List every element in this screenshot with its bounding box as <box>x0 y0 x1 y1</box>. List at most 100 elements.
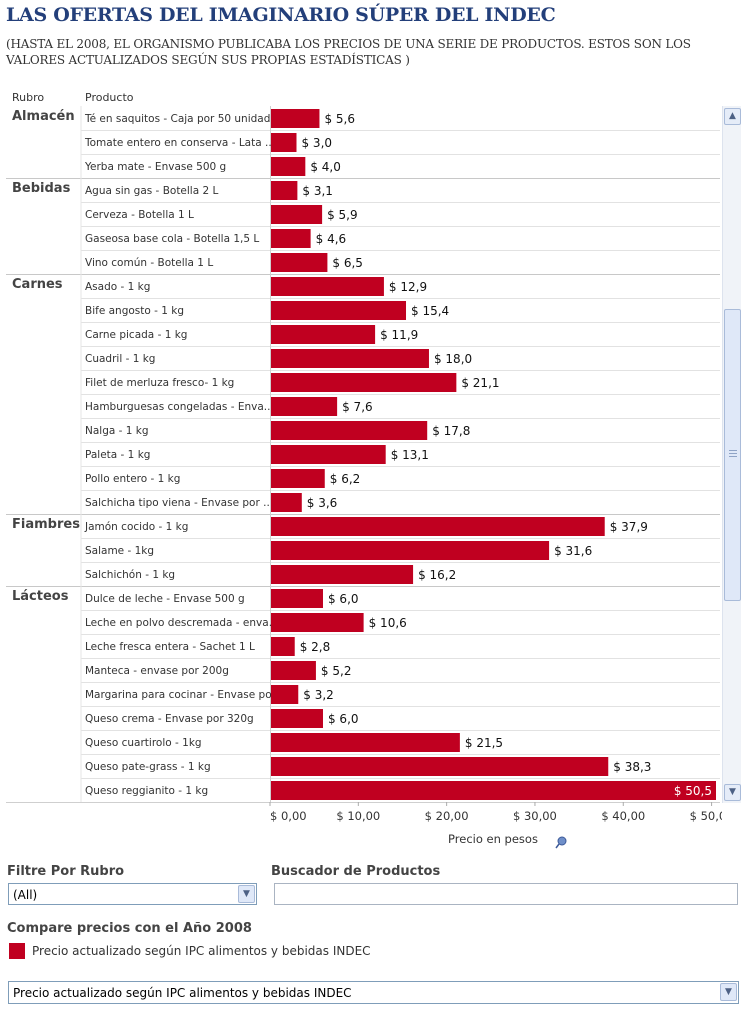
data-label: $ 7,6 <box>342 400 373 414</box>
data-label: $ 37,9 <box>610 520 648 534</box>
product-label: Paleta - 1 kg <box>85 449 150 461</box>
scrollbar-thumb[interactable] <box>724 309 741 601</box>
bar-2-2 <box>271 325 376 344</box>
chart-scrollbar[interactable]: ▲ ▼ <box>722 106 741 803</box>
product-label: Cuadril - 1 kg <box>85 353 155 365</box>
data-label: $ 21,5 <box>465 736 503 750</box>
data-label: $ 6,5 <box>332 256 363 270</box>
product-label: Té en saquitos - Caja por 50 unidad.. <box>84 113 277 125</box>
x-tick-label: $ 10,00 <box>336 809 380 823</box>
arrow-down-icon[interactable]: ▼ <box>724 784 741 801</box>
product-label: Tomate entero en conserva - Lata .. <box>84 137 272 149</box>
product-label: Agua sin gas - Botella 2 L <box>85 185 219 197</box>
data-label: $ 6,0 <box>328 592 359 606</box>
data-label: $ 3,0 <box>301 136 332 150</box>
compare-select-value: Precio actualizado según IPC alimentos y… <box>13 986 352 1000</box>
bar-4-8 <box>271 781 716 800</box>
column-header-rubro: Rubro <box>12 91 45 104</box>
bar-1-2 <box>271 229 311 248</box>
bar-1-1 <box>271 205 323 224</box>
data-label: $ 5,2 <box>321 664 352 678</box>
product-label: Yerba mate - Envase 500 g <box>84 161 226 173</box>
product-label: Manteca - envase por 200g <box>85 665 229 677</box>
bar-chart: Almacén Té en saquitos - Caja por 50 unid… <box>6 106 722 849</box>
bar-2-3 <box>271 349 429 368</box>
bar-0-0 <box>271 109 320 128</box>
data-label: $ 21,1 <box>461 376 499 390</box>
data-label: $ 17,8 <box>432 424 470 438</box>
bar-3-2 <box>271 565 414 584</box>
bar-3-0 <box>271 517 605 536</box>
bar-2-8 <box>271 469 325 488</box>
product-label: Salchichón - 1 kg <box>85 569 175 581</box>
data-label: $ 12,9 <box>389 280 427 294</box>
search-label: Buscador de Productos <box>271 864 441 879</box>
chevron-down-icon[interactable]: ▼ <box>720 983 737 1001</box>
product-label: Margarina para cocinar - Envase po.. <box>85 689 278 701</box>
page-subtitle: (HASTA EL 2008, EL ORGANISMO PUBLICABA L… <box>6 37 691 67</box>
bar-4-0 <box>271 589 323 608</box>
bar-0-1 <box>271 133 297 152</box>
pushpin-icon[interactable] <box>555 836 567 849</box>
legend-swatch <box>9 943 25 959</box>
product-label: Pollo entero - 1 kg <box>85 473 180 485</box>
bar-4-5 <box>271 709 323 728</box>
rubro-filter-value: (All) <box>13 888 38 902</box>
bar-2-9 <box>271 493 302 512</box>
product-label: Dulce de leche - Envase 500 g <box>85 593 245 605</box>
data-label: $ 15,4 <box>411 304 449 318</box>
bar-2-1 <box>271 301 407 320</box>
data-label: $ 2,8 <box>300 640 331 654</box>
rubro-label-0: Almacén <box>12 109 75 124</box>
legend-text: Precio actualizado según IPC alimentos y… <box>32 944 371 958</box>
bar-1-3 <box>271 253 328 272</box>
bar-4-7 <box>271 757 609 776</box>
data-label: $ 13,1 <box>391 448 429 462</box>
arrow-up-icon[interactable]: ▲ <box>724 108 741 125</box>
bar-4-6 <box>271 733 460 752</box>
data-label: $ 38,3 <box>613 760 651 774</box>
data-label: $ 4,0 <box>310 160 341 174</box>
product-label: Jamón cocido - 1 kg <box>84 521 188 533</box>
bar-2-0 <box>271 277 384 296</box>
product-label: Queso pate-grass - 1 kg <box>85 761 211 773</box>
product-label: Leche fresca entera - Sachet 1 L <box>85 641 255 653</box>
data-label: $ 31,6 <box>554 544 592 558</box>
data-label: $ 5,9 <box>327 208 358 222</box>
data-label: $ 3,6 <box>307 496 338 510</box>
data-label: $ 11,9 <box>380 328 418 342</box>
bar-0-2 <box>271 157 306 176</box>
bar-4-1 <box>271 613 364 632</box>
product-search-input[interactable] <box>274 883 738 905</box>
x-axis-title: Precio en pesos <box>448 832 538 846</box>
rubro-filter-select[interactable]: (All) ▼ <box>8 883 257 905</box>
product-label: Queso cuartirolo - 1kg <box>85 737 202 749</box>
product-label: Queso reggianito - 1 kg <box>85 785 208 797</box>
x-tick-label: $ 40,00 <box>601 809 645 823</box>
page-title: LAS OFERTAS DEL IMAGINARIO SÚPER DEL IND… <box>6 4 556 26</box>
product-label: Cerveza - Botella 1 L <box>85 209 194 221</box>
bar-1-0 <box>271 181 298 200</box>
bar-4-4 <box>271 685 299 704</box>
x-tick-label: $ 20,00 <box>425 809 469 823</box>
chevron-down-icon[interactable]: ▼ <box>238 885 255 903</box>
data-label: $ 3,1 <box>302 184 333 198</box>
compare-select[interactable]: Precio actualizado según IPC alimentos y… <box>8 981 739 1004</box>
product-label: Vino común - Botella 1 L <box>85 257 213 269</box>
data-label: $ 50,5 <box>674 784 712 798</box>
bar-4-3 <box>271 661 316 680</box>
product-label: Queso crema - Envase por 320g <box>85 713 254 725</box>
bar-2-7 <box>271 445 386 464</box>
bar-3-1 <box>271 541 550 560</box>
data-label: $ 5,6 <box>324 112 355 126</box>
product-label: Gaseosa base cola - Botella 1,5 L <box>85 233 259 245</box>
data-label: $ 18,0 <box>434 352 472 366</box>
product-label: Bife angosto - 1 kg <box>85 305 184 317</box>
product-label: Nalga - 1 kg <box>85 425 149 437</box>
bar-4-2 <box>271 637 295 656</box>
product-label: Hamburguesas congeladas - Envа.. <box>85 401 270 413</box>
product-label: Leche en polvo descremada - enva.. <box>85 617 275 629</box>
x-tick-label: $ 0,00 <box>270 809 307 823</box>
data-label: $ 10,6 <box>369 616 407 630</box>
product-label: Salame - 1kg <box>85 545 154 557</box>
